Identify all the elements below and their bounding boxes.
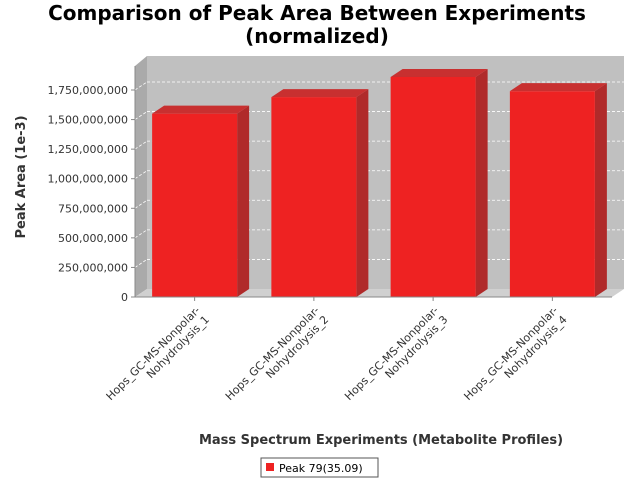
bar-front — [390, 76, 476, 297]
bar-side — [356, 89, 369, 298]
bar-top — [271, 89, 369, 98]
gridline-side — [134, 140, 148, 150]
x-tick-label: Hops_GC-MS-Nonpolar-Nohydrolysis_3 — [342, 304, 450, 412]
legend-swatch — [266, 463, 274, 471]
plot-floor — [135, 289, 624, 297]
y-tick-label: 1,250,000,000 — [48, 143, 128, 156]
chart-title-line-1: Comparison of Peak Area Between Experime… — [48, 1, 586, 25]
x-tick-label-line: Hops_GC-MS-Nonpolar- — [104, 304, 203, 403]
gridline-side — [134, 199, 148, 209]
y-axis: 0 250,000,000 500,000,000 750,000,000 1,000,… — [48, 66, 136, 304]
gridline-side — [134, 259, 148, 268]
gridline-side — [134, 170, 148, 180]
plot-side-wall — [135, 56, 147, 297]
bar — [152, 105, 250, 298]
bar-side — [594, 83, 607, 297]
chart-title-line-2: (normalized) — [245, 24, 389, 48]
legend: Peak 79(35.09) — [260, 457, 379, 478]
x-tick-label: Hops_GC-MS-Nonpolar-Nohydrolysis_4 — [461, 304, 569, 412]
x-tick-label: Hops_GC-MS-Nonpolar-Nohydrolysis_1 — [104, 304, 212, 412]
y-tick-label: 1,500,000,000 — [48, 114, 128, 127]
bar — [509, 83, 607, 297]
y-axis-label: Peak Area (1e-3) — [14, 115, 29, 238]
y-tick-label: 250,000,000 — [58, 261, 128, 274]
legend-box — [260, 457, 379, 478]
plot-back-wall — [147, 56, 624, 289]
bar-top — [390, 68, 488, 77]
y-tick-label: 0 — [121, 291, 128, 304]
bar — [271, 89, 369, 298]
bar-side — [237, 105, 250, 298]
chart-title: Comparison of Peak Area Between Experime… — [48, 1, 586, 48]
bars — [152, 68, 607, 298]
y-tick-label: 1,750,000,000 — [48, 84, 128, 97]
x-tick-label-line: Hops_GC-MS-Nonpolar- — [342, 304, 441, 403]
bar-side — [475, 68, 488, 297]
bar-front — [152, 113, 238, 298]
bar-front — [271, 97, 357, 298]
bar-top — [152, 105, 250, 114]
x-axis: Hops_GC-MS-Nonpolar-Nohydrolysis_1 Hops_G… — [104, 296, 612, 412]
gridline-side — [134, 229, 148, 239]
y-tick-label: 750,000,000 — [58, 202, 128, 215]
legend-label: Peak 79(35.09) — [279, 462, 363, 475]
gridline-side — [134, 81, 148, 91]
bar — [390, 68, 488, 297]
bar-front — [509, 91, 595, 297]
x-tick-label: Hops_GC-MS-Nonpolar-Nohydrolysis_2 — [223, 304, 331, 412]
x-axis-label: Mass Spectrum Experiments (Metabolite Pr… — [199, 433, 563, 448]
y-tick-label: 1,000,000,000 — [48, 173, 128, 186]
plot-area — [135, 56, 624, 297]
y-tick-label: 500,000,000 — [58, 232, 128, 245]
x-tick-label-line: Hops_GC-MS-Nonpolar- — [461, 304, 560, 403]
gridline-side — [134, 111, 148, 120]
bar-top — [509, 83, 607, 92]
x-tick-label-line: Hops_GC-MS-Nonpolar- — [223, 304, 322, 403]
